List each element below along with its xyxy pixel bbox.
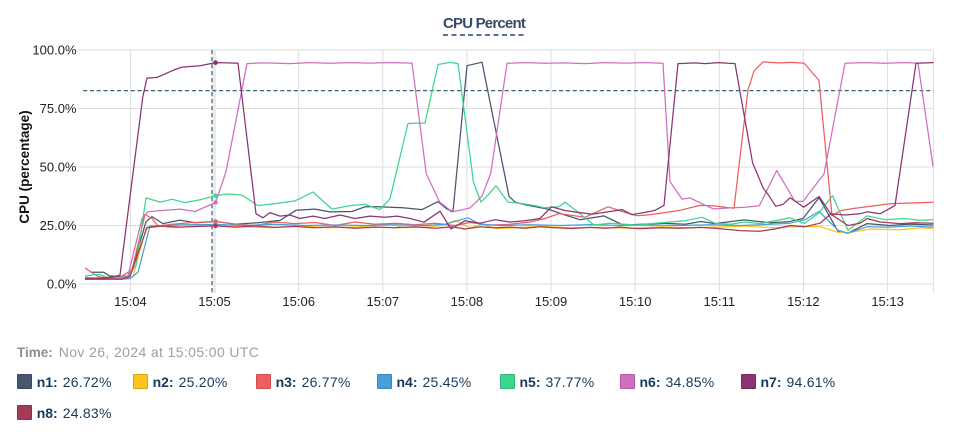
svg-text:50.0%: 50.0%: [40, 160, 77, 175]
svg-text:15:05: 15:05: [198, 294, 231, 309]
svg-text:15:06: 15:06: [282, 294, 315, 309]
svg-text:15:13: 15:13: [871, 294, 904, 309]
svg-text:75.0%: 75.0%: [40, 101, 77, 116]
svg-text:15:10: 15:10: [619, 294, 652, 309]
svg-text:15:08: 15:08: [451, 294, 484, 309]
svg-text:15:07: 15:07: [367, 294, 400, 309]
svg-text:100.0%: 100.0%: [32, 43, 77, 58]
svg-text:0.0%: 0.0%: [47, 277, 77, 292]
svg-text:15:11: 15:11: [704, 294, 736, 309]
svg-text:15:09: 15:09: [535, 294, 568, 309]
svg-text:15:12: 15:12: [787, 294, 820, 309]
svg-text:15:04: 15:04: [114, 294, 147, 309]
svg-text:25.0%: 25.0%: [40, 218, 77, 233]
svg-text:CPU (percentage): CPU (percentage): [17, 110, 32, 223]
